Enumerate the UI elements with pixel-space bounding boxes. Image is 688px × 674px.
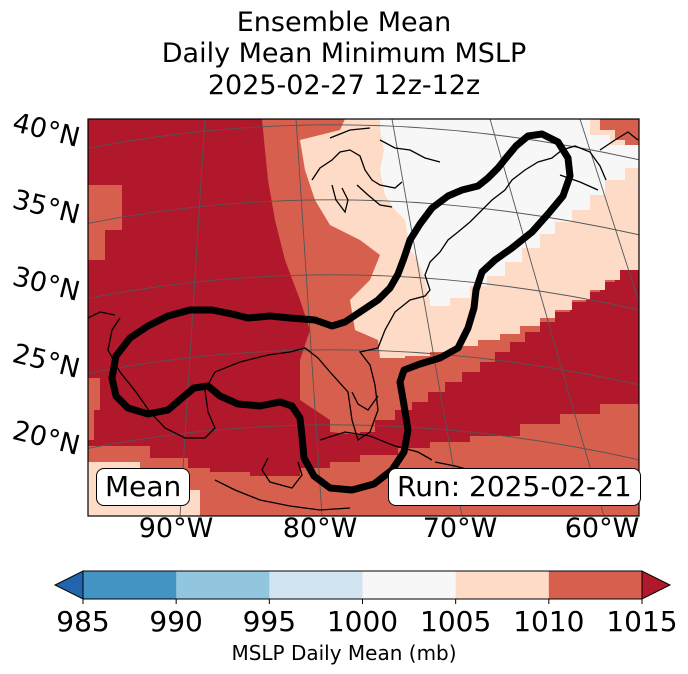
map-frame xyxy=(87,118,640,517)
lon-label-80w: 80°W xyxy=(282,513,358,544)
colorbar-tick-label: 1010 xyxy=(513,605,585,638)
title-line-3: 2025-02-27 12z-12z xyxy=(207,70,481,101)
colorbar-segment xyxy=(455,571,550,599)
colorbar-segment xyxy=(83,571,177,599)
contour-1000mb xyxy=(108,130,574,494)
run-date-box: Run: 2025-02-21 xyxy=(388,468,641,506)
colorbar-tick-label: 990 xyxy=(149,605,203,638)
lon-label-70w: 70°W xyxy=(422,513,498,544)
title-line-1: Ensemble Mean xyxy=(236,7,452,38)
colorbar-title: MSLP Daily Mean (mb) xyxy=(231,641,457,665)
pressure-fill-1005-1010-west xyxy=(88,185,122,260)
colorbar-segment xyxy=(548,571,643,599)
colorbar-extend-low xyxy=(53,570,84,600)
lon-label-60w: 60°W xyxy=(564,513,640,544)
colorbar-tick-label: 1015 xyxy=(606,605,678,638)
colorbar-tick-label: 995 xyxy=(242,605,297,638)
colorbar-extend-high xyxy=(641,570,672,600)
colorbar-tick-label: 1005 xyxy=(420,605,492,638)
colorbar-segment xyxy=(362,571,457,599)
mean-box: Mean xyxy=(96,468,191,506)
colorbar-segment xyxy=(176,571,270,599)
pressure-fill-1005-1010-southwest xyxy=(88,378,100,440)
pressure-fill-low xyxy=(380,119,639,306)
colorbar-tick-label: 985 xyxy=(56,605,110,638)
title-line-2: Daily Mean Minimum MSLP xyxy=(161,38,527,69)
colorbar-tick-label: 1000 xyxy=(326,605,399,638)
lon-label-90w: 90°W xyxy=(138,513,214,544)
colorbar-segment xyxy=(269,571,363,599)
graticule xyxy=(88,119,639,516)
